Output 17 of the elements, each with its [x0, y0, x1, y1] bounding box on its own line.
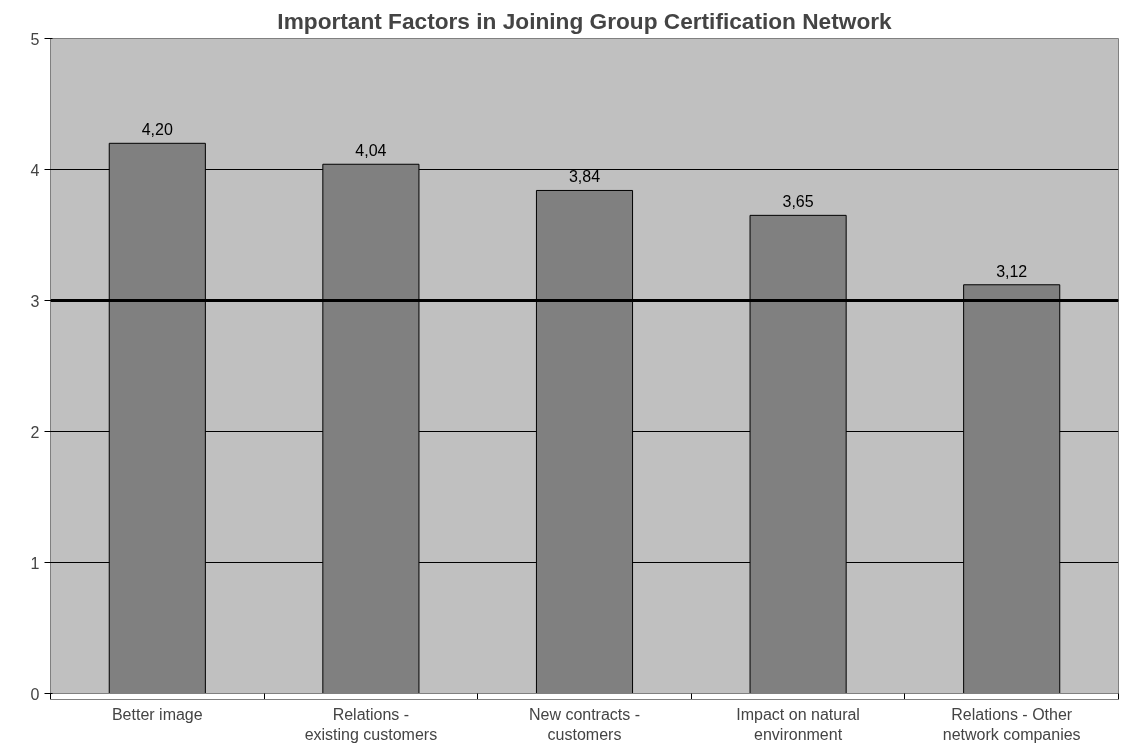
y-tick-label: 5: [30, 30, 40, 48]
data-label: 4,20: [141, 121, 173, 139]
y-tick-label: 2: [30, 423, 40, 441]
y-tick-label: 3: [30, 292, 40, 310]
x-tick-label: Impact on natural environment: [736, 705, 860, 743]
x-tick-label: New contracts - customers: [528, 705, 641, 743]
y-tick-label: 4: [30, 161, 40, 179]
x-tick-label: Better image: [111, 705, 203, 723]
data-label: 4,04: [355, 142, 387, 160]
chart-title: Important Factors in Joining Group Certification Network: [277, 7, 893, 34]
data-label: 3,84: [568, 168, 601, 186]
y-tick-label: 0: [30, 685, 40, 703]
x-tick-label: Relations - existing customers: [304, 705, 438, 743]
x-tick-label: Relations - Other network companies: [942, 705, 1081, 743]
data-label: 3,65: [782, 193, 814, 211]
y-tick-label: 1: [30, 554, 40, 572]
data-label: 3,12: [996, 262, 1028, 280]
